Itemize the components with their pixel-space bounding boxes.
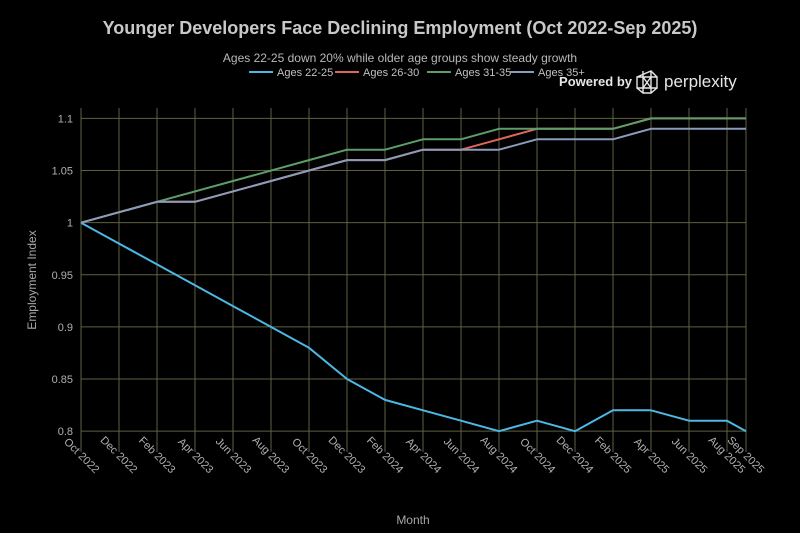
chart-title: Younger Developers Face Declining Employ… <box>103 18 698 38</box>
y-tick-label: 1.05 <box>52 166 73 178</box>
legend-label: Ages 35+ <box>538 67 585 79</box>
x-axis-title: Month <box>396 513 429 527</box>
perplexity-logo-icon <box>636 70 658 94</box>
legend-label: Ages 31-35 <box>455 67 511 79</box>
y-tick-label: 0.85 <box>52 374 73 386</box>
series-line-ages-31-35 <box>80 117 746 224</box>
series-line-ages-35 <box>80 127 746 224</box>
legend-item-ages-26-30[interactable]: Ages 26-30 <box>335 67 419 79</box>
legend-label: Ages 26-30 <box>363 67 419 79</box>
legend-item-ages-31-35[interactable]: Ages 31-35 <box>427 67 511 79</box>
y-tick-label: 0.95 <box>52 270 73 282</box>
y-tick-label: 1.1 <box>58 113 73 125</box>
chart-subtitle: Ages 22-25 down 20% while older age grou… <box>223 51 577 65</box>
y-tick-label: 0.8 <box>58 426 73 438</box>
x-tick-label: Dec 2022 <box>98 434 140 476</box>
x-tick-label: Dec 2024 <box>554 434 596 476</box>
x-tick-label: Dec 2023 <box>326 434 368 476</box>
perplexity-watermark: Powered by perplexity <box>559 70 737 94</box>
x-tick-label: Aug 2023 <box>250 434 292 476</box>
watermark-brand: perplexity <box>664 72 737 91</box>
watermark-prefix: Powered by <box>559 74 633 89</box>
chart-legend: Ages 22-25 Ages 26-30 Ages 31-35 Ages 35+ <box>249 67 585 79</box>
legend-label: Ages 22-25 <box>277 67 333 79</box>
y-axis-title: Employment Index <box>25 230 39 329</box>
y-tick-label: 0.9 <box>58 322 73 334</box>
chart-series-lines <box>80 117 747 433</box>
legend-item-ages-22-25[interactable]: Ages 22-25 <box>249 67 333 79</box>
series-line-ages-22-25 <box>80 221 747 433</box>
legend-item-ages-35[interactable]: Ages 35+ <box>510 67 585 79</box>
x-tick-label: Aug 2024 <box>478 434 520 476</box>
chart-grid <box>80 108 747 452</box>
y-tick-label: 1 <box>67 218 73 230</box>
y-axis-ticks: 0.8 0.85 0.9 0.95 1 1.05 1.1 <box>52 113 73 438</box>
